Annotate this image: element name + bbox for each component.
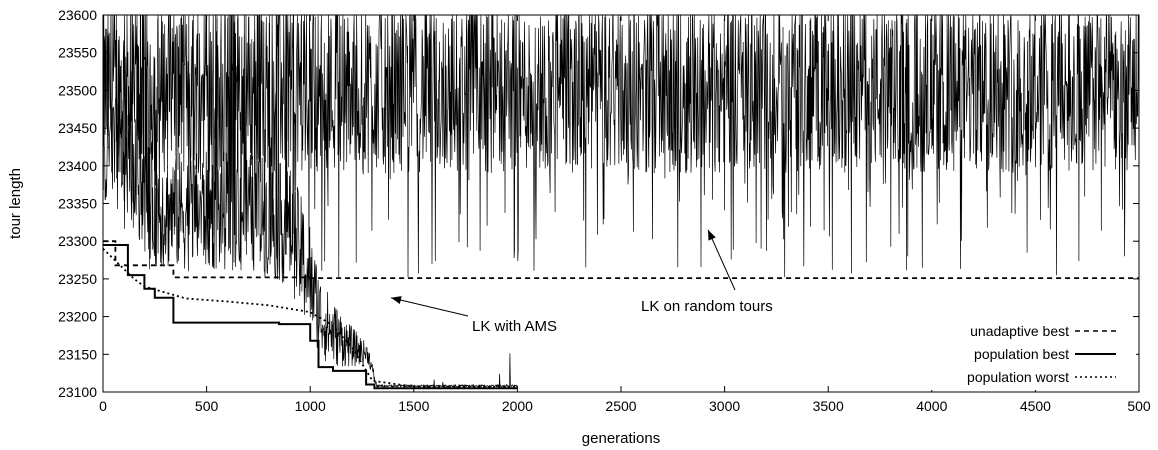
x-tick-label: 1500 (398, 398, 429, 414)
y-tick-label: 23350 (58, 196, 97, 212)
annotation-text: LK with AMS (472, 318, 557, 335)
y-tick-label: 23550 (58, 45, 97, 61)
y-tick-label: 23500 (58, 82, 97, 98)
y-tick-label: 23400 (58, 158, 97, 174)
annotation-lk-with-ams: LK with AMS (390, 296, 557, 335)
y-tick-label: 23600 (58, 7, 97, 23)
series-line-population-best (103, 244, 518, 390)
series-line-lk-random-tours (102, 14, 1140, 278)
annotation-lk-on-random-tours: LK on random tours (641, 229, 773, 315)
series-line-unadaptive-best (103, 240, 1139, 279)
y-tick-label: 23200 (58, 309, 97, 325)
x-tick-label: 1000 (295, 398, 326, 414)
x-tick-label: 3500 (813, 398, 844, 414)
annotation-arrow-line (707, 229, 736, 291)
ticks-layer: 0 500 1000 1500 2000 2500 3000 3500 4000 4500 500 2… (58, 7, 1151, 414)
x-tick-label: 4000 (916, 398, 947, 414)
legend-entry-population-best: population best (974, 346, 1069, 362)
y-tick-label: 23450 (58, 120, 97, 136)
annotation-arrow-head (391, 296, 402, 304)
annotation-arrow-head (708, 229, 716, 241)
series-layer (102, 240, 1139, 390)
y-tick-label: 23150 (58, 346, 97, 362)
x-tick-label: 2000 (502, 398, 533, 414)
x-tick-label: 500 (1127, 398, 1151, 414)
x-tick-label: 2500 (605, 398, 636, 414)
legend-entry-unadaptive-best: unadaptive best (970, 323, 1069, 339)
annotation-arrow-line (390, 297, 469, 317)
x-tick-label: 500 (195, 398, 219, 414)
x-tick-label: 4500 (1020, 398, 1051, 414)
y-tick-label: 23100 (58, 384, 97, 400)
annotation-text: LK on random tours (641, 298, 773, 315)
y-tick-label: 23300 (58, 233, 97, 249)
x-tick-label: 3000 (709, 398, 740, 414)
x-axis-label: generations (582, 430, 660, 447)
y-axis-label: tour length (7, 168, 24, 239)
legend: unadaptive best population best populati… (890, 318, 1136, 390)
y-tick-label: 23250 (58, 271, 97, 287)
legend-entry-population-worst: population worst (967, 369, 1069, 385)
x-tick-label: 0 (99, 398, 107, 414)
